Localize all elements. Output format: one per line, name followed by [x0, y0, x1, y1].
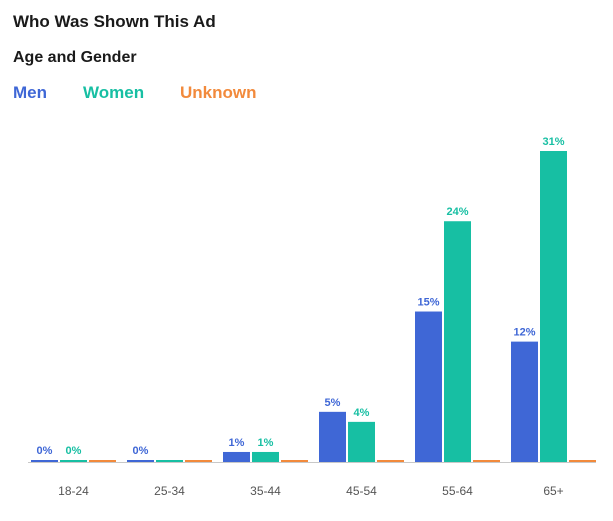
- bar-men-25-34: [127, 460, 154, 462]
- bar-unknown-25-34: [185, 460, 212, 462]
- x-tick-label-65+: 65+: [543, 484, 563, 498]
- bar-women-55-64: [444, 221, 471, 462]
- chart-subtitle: Age and Gender: [13, 49, 137, 66]
- x-tick-label-45-54: 45-54: [346, 484, 377, 498]
- value-label-men-55-64: 15%: [417, 297, 439, 309]
- value-label-women-65+: 31%: [542, 136, 564, 148]
- value-label-men-65+: 12%: [513, 327, 535, 339]
- bar-men-45-54: [319, 411, 346, 462]
- legend-men[interactable]: Men: [13, 83, 47, 102]
- value-label-men-25-34: 0%: [133, 445, 149, 457]
- value-label-women-55-64: 24%: [446, 206, 468, 218]
- legend-unknown[interactable]: Unknown: [180, 83, 257, 102]
- bar-men-18-24: [31, 460, 58, 462]
- x-tick-label-25-34: 25-34: [154, 484, 185, 498]
- bar-men-65+: [511, 341, 538, 462]
- bar-men-35-44: [223, 451, 250, 462]
- bar-women-35-44: [252, 451, 279, 462]
- bar-unknown-35-44: [281, 460, 308, 462]
- value-label-men-18-24: 0%: [37, 445, 53, 457]
- bar-unknown-45-54: [377, 460, 404, 462]
- chart-title: Who Was Shown This Ad: [13, 12, 216, 31]
- bar-unknown-55-64: [473, 460, 500, 462]
- bar-unknown-65+: [569, 460, 596, 462]
- x-tick-label-55-64: 55-64: [442, 484, 473, 498]
- value-label-men-35-44: 1%: [229, 437, 245, 449]
- bar-women-65+: [540, 151, 567, 462]
- bar-women-18-24: [60, 460, 87, 462]
- bar-unknown-18-24: [89, 460, 116, 462]
- x-tick-label-35-44: 35-44: [250, 484, 281, 498]
- legend-women[interactable]: Women: [83, 83, 145, 102]
- value-label-men-45-54: 5%: [325, 397, 341, 409]
- bar-women-25-34: [156, 460, 183, 462]
- value-label-women-35-44: 1%: [258, 437, 274, 449]
- value-label-women-18-24: 0%: [66, 445, 82, 457]
- bar-women-45-54: [348, 421, 375, 462]
- bar-men-55-64: [415, 311, 442, 462]
- value-label-women-45-54: 4%: [354, 407, 370, 419]
- x-tick-label-18-24: 18-24: [58, 484, 89, 498]
